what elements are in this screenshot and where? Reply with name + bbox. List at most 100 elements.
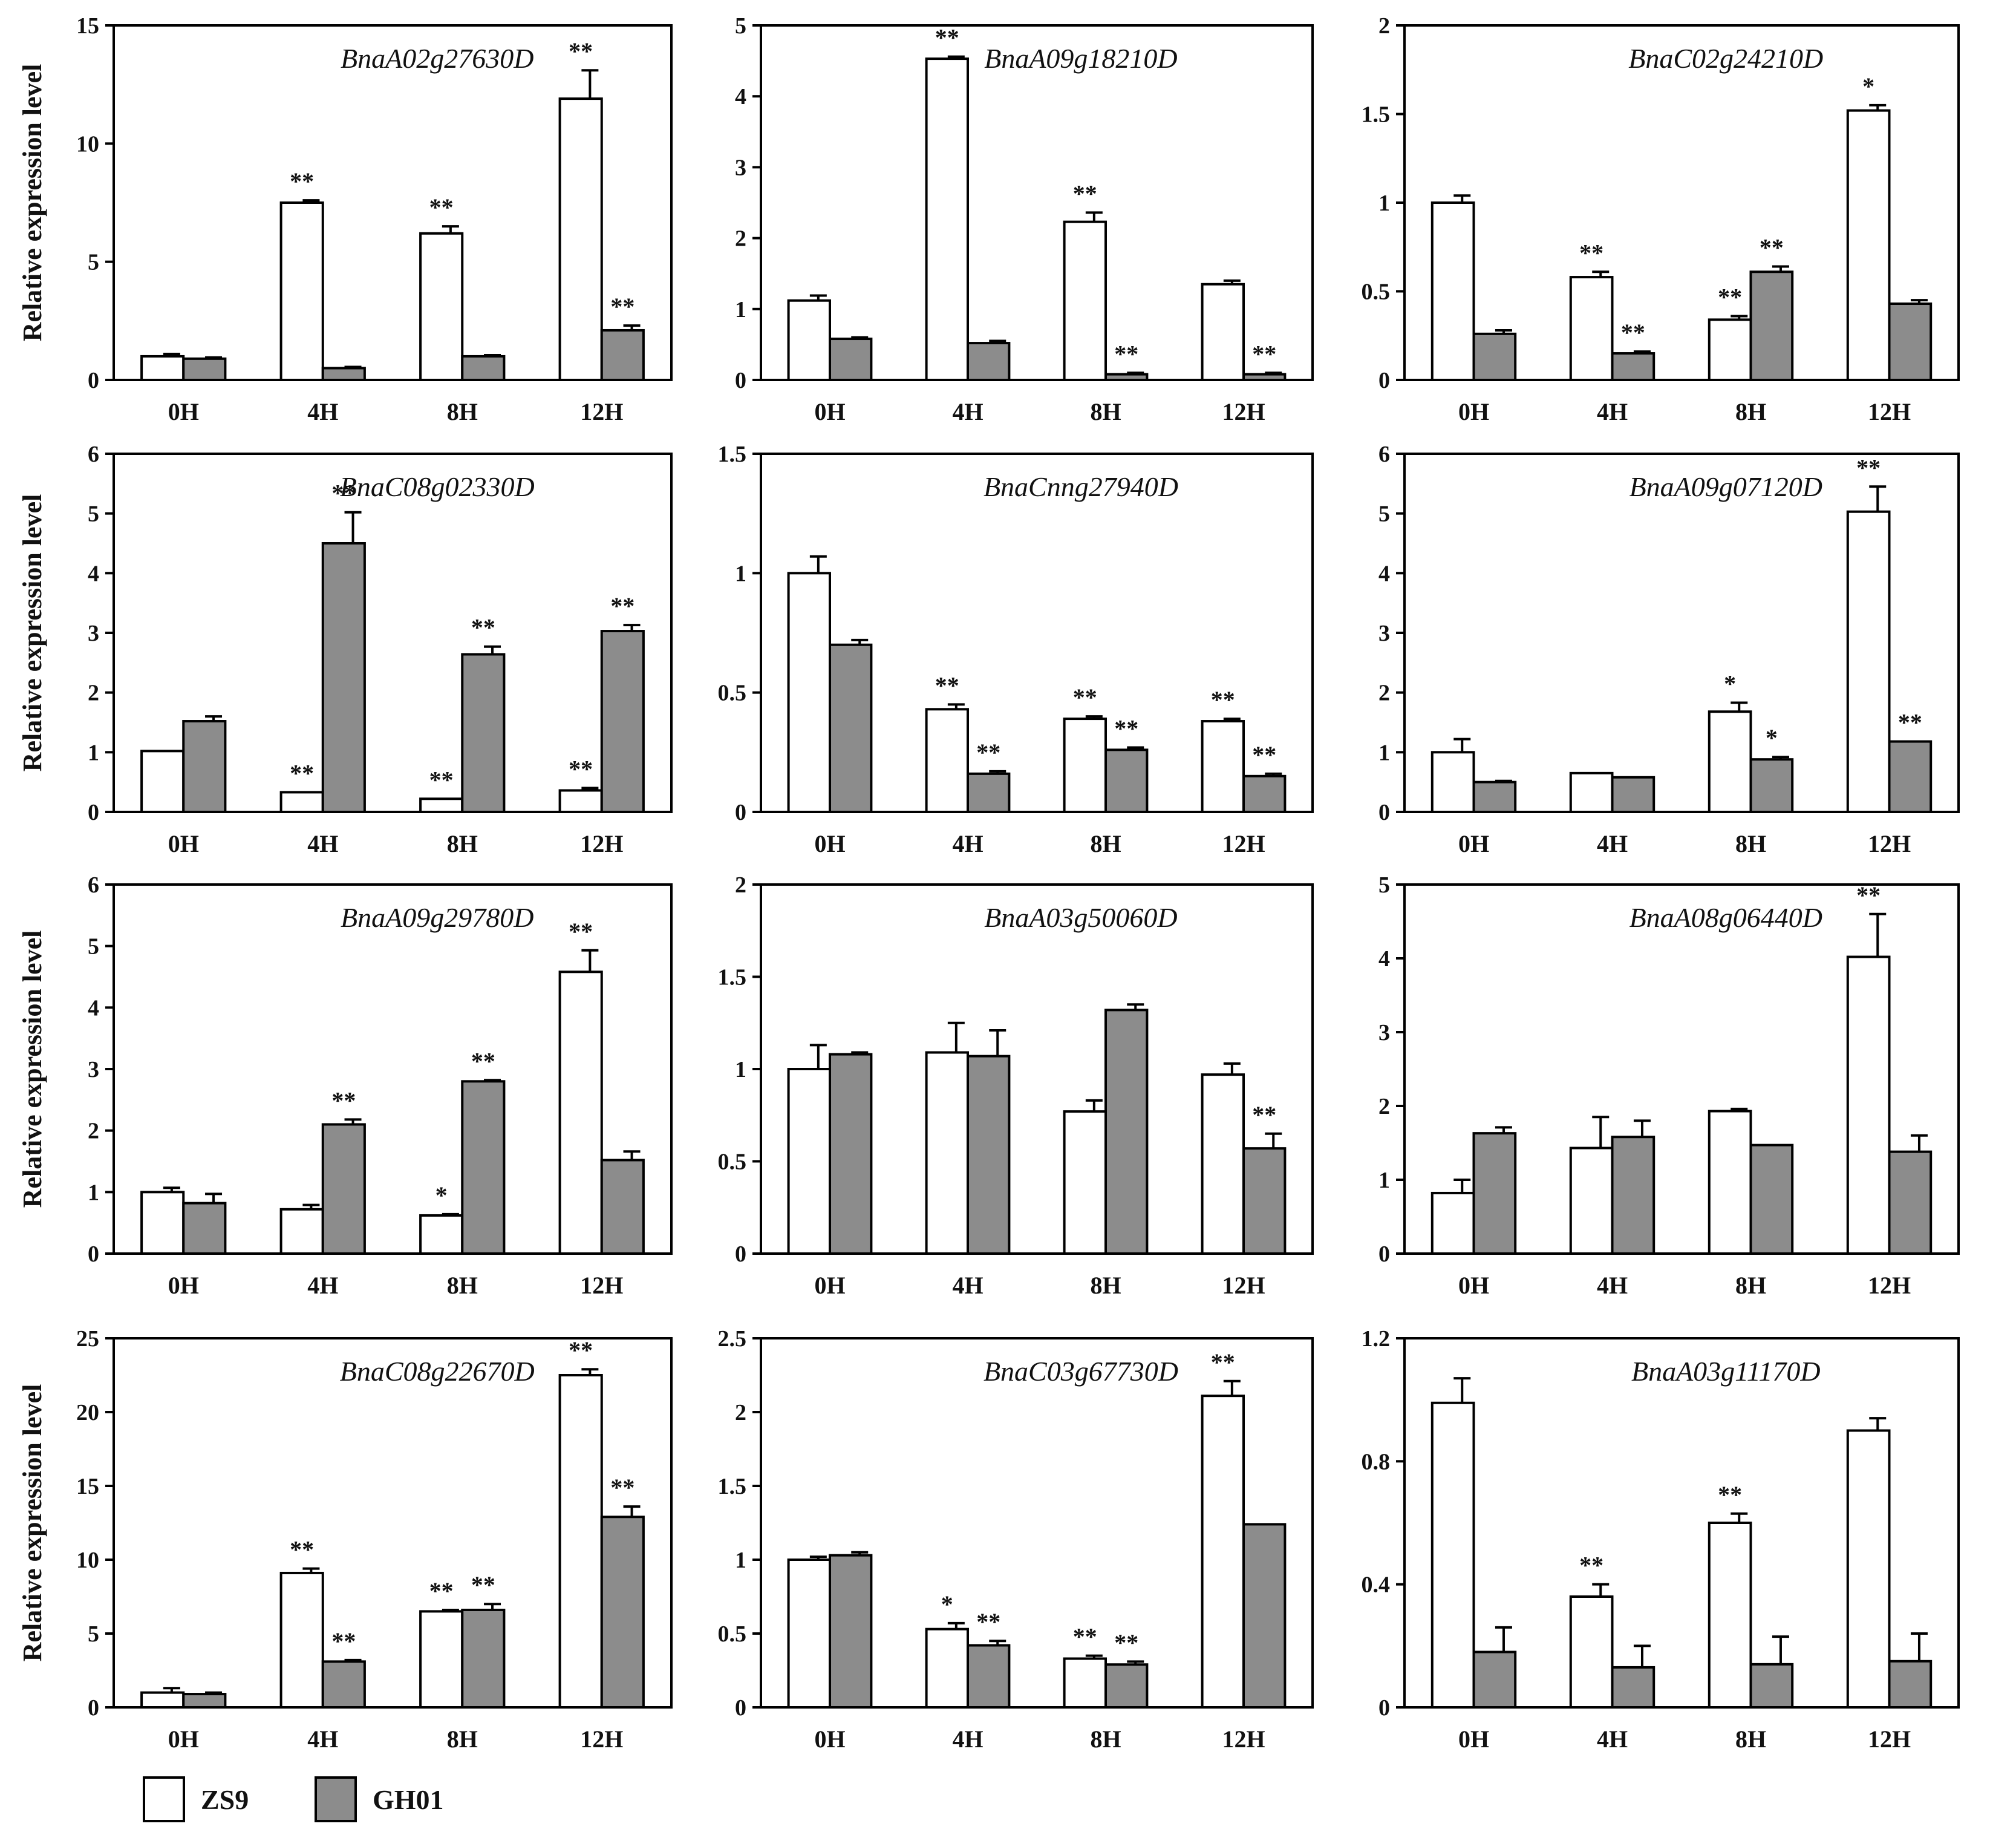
bar-zs9 [1569, 276, 1614, 381]
plot-frame [113, 1337, 673, 1709]
significance-mark: ** [429, 1577, 454, 1604]
bar-zs9 [140, 1191, 185, 1255]
chart-title: BnaA09g07120D [1629, 471, 1822, 502]
bar-gh01 [1242, 373, 1287, 382]
y-tick-label: 0.5 [718, 1150, 747, 1175]
y-tick-label: 1 [88, 1180, 99, 1205]
y-tick-label: 0.4 [1362, 1572, 1391, 1598]
bar-gh01 [1611, 1666, 1656, 1709]
plot-frame [113, 24, 673, 381]
x-tick-label: 0H [1458, 1725, 1489, 1753]
significance-mark: ** [331, 480, 356, 507]
x-tick-label: 0H [1458, 1272, 1489, 1299]
bar-zs9 [1201, 720, 1245, 813]
significance-mark: ** [1211, 686, 1235, 713]
significance-mark: ** [290, 168, 314, 195]
y-tick-label: 5 [735, 13, 746, 39]
x-tick-label: 8H [1735, 1272, 1766, 1299]
y-tick-label: 2 [735, 1400, 746, 1425]
bar-zs9 [558, 789, 603, 813]
significance-mark: ** [935, 24, 959, 51]
x-tick-label: 8H [1090, 830, 1121, 857]
y-tick-label: 1 [735, 1548, 746, 1573]
bar-zs9 [140, 355, 185, 382]
bar-zs9 [1201, 283, 1245, 381]
significance-mark: ** [1114, 1629, 1138, 1656]
y-tick-label: 5 [88, 502, 99, 527]
y-tick-label: 3 [88, 621, 99, 646]
y-tick-label: 3 [1378, 1020, 1390, 1045]
x-tick-label: 0H [814, 1725, 845, 1753]
y-tick-label: 1 [88, 740, 99, 765]
y-tick-label: 1 [1378, 1168, 1390, 1193]
x-tick-label: 8H [1735, 1725, 1766, 1753]
y-tick-label: 2 [88, 1119, 99, 1144]
bar-zs9 [558, 97, 603, 382]
plot-frame [760, 24, 1314, 381]
x-tick-label: 8H [1735, 398, 1766, 425]
significance-mark: ** [1621, 319, 1645, 346]
x-tick-label: 4H [307, 1272, 338, 1299]
bar-zs9 [925, 708, 969, 813]
significance-mark: ** [429, 766, 454, 793]
x-tick-label: 12H [1868, 830, 1911, 857]
bar-gh01 [321, 367, 366, 382]
y-tick-label: 20 [76, 1400, 99, 1425]
y-tick-label: 0 [88, 800, 99, 825]
y-tick-label: 1 [1378, 191, 1390, 216]
y-tick-label: 2 [1378, 681, 1390, 706]
x-tick-label: 8H [447, 830, 478, 857]
x-tick-label: 0H [814, 1272, 845, 1299]
bar-zs9 [925, 57, 969, 382]
chart-title: BnaC08g02330D [340, 471, 535, 502]
x-tick-label: 12H [580, 398, 623, 425]
bar-zs9 [1430, 1191, 1475, 1255]
x-tick-label: 8H [1090, 1725, 1121, 1753]
bar-gh01 [1104, 1009, 1149, 1255]
bar-gh01 [829, 1053, 873, 1255]
bar-gh01 [1888, 740, 1933, 814]
x-tick-label: 4H [307, 1725, 338, 1753]
bar-gh01 [1888, 303, 1933, 382]
significance-mark: ** [610, 1474, 634, 1501]
significance-mark: ** [1579, 1552, 1603, 1579]
bar-gh01 [461, 653, 506, 814]
chart-panel-2: 0 1 2 3 4 5 BnaA09g18210D 0H 4H ** 8H ** ** 12H ** [735, 13, 1314, 425]
y-tick-label: 1 [735, 561, 746, 586]
legend: ZS9 GH01 [143, 1776, 444, 1822]
chart-title: BnaA09g29780D [341, 902, 533, 933]
y-tick-label: 0 [1378, 368, 1390, 393]
x-tick-label: 4H [1597, 1272, 1628, 1299]
bar-zs9 [558, 970, 603, 1255]
bar-gh01 [1472, 1132, 1517, 1255]
y-tick-label: 6 [1378, 442, 1390, 467]
bar-zs9 [279, 201, 324, 381]
x-tick-label: 0H [168, 398, 199, 425]
bar-gh01 [1888, 1150, 1933, 1255]
significance-mark: ** [471, 1047, 495, 1075]
significance-mark: ** [429, 194, 454, 221]
legend-swatch-gh01 [315, 1776, 357, 1822]
bar-gh01 [1749, 1143, 1794, 1255]
y-tick-label: 1.5 [718, 442, 747, 467]
bar-gh01 [1611, 776, 1656, 813]
x-tick-label: 12H [580, 1725, 623, 1753]
y-tick-label: 4 [1378, 561, 1390, 586]
significance-mark: * [1724, 670, 1736, 697]
chart-title: BnaA03g50060D [984, 902, 1177, 933]
y-tick-label: 0 [88, 1695, 99, 1721]
significance-mark: ** [1073, 180, 1097, 207]
bar-gh01 [321, 542, 366, 813]
y-tick-label: 15 [76, 13, 99, 39]
x-tick-label: 12H [580, 1272, 623, 1299]
y-tick-label: 0 [735, 368, 746, 393]
significance-mark: * [1862, 73, 1874, 100]
bar-zs9 [787, 299, 831, 381]
chart-title: BnaC02g24210D [1628, 43, 1823, 74]
legend-label-gh01: GH01 [373, 1784, 444, 1815]
chart-panel-3: 0 0.5 1 1.5 2 BnaC02g24210D 0H 4H ** ** 8H ** ** 12H * [1362, 13, 1960, 425]
x-tick-label: 0H [814, 830, 845, 857]
bar-zs9 [419, 797, 464, 814]
